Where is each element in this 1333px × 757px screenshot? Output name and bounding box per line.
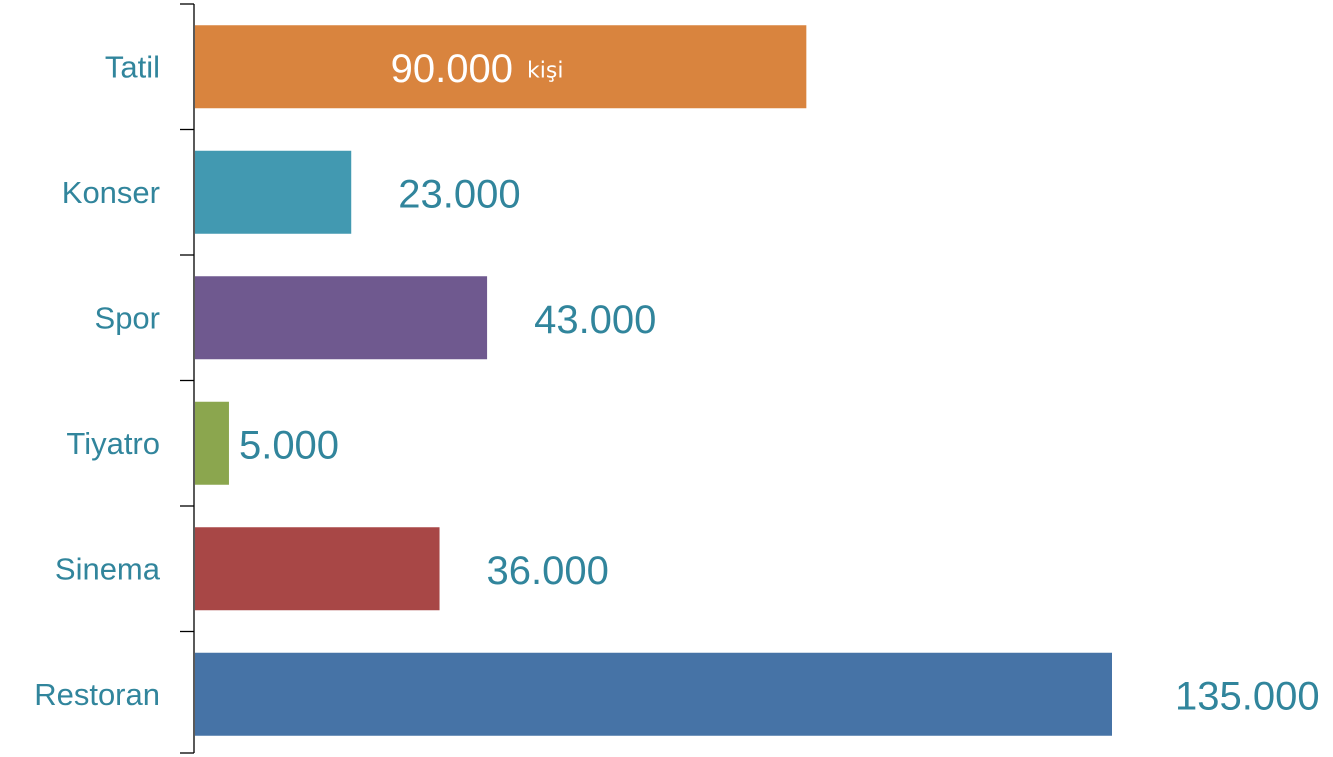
data-label-spor: 43.000 — [534, 298, 656, 342]
category-label-sinema: Sinema — [55, 551, 161, 586]
bar-sinema — [195, 527, 440, 611]
data-label-tiyatro: 5.000 — [239, 423, 339, 467]
bars-group — [195, 25, 1112, 736]
data-label-konser: 23.000 — [398, 172, 520, 216]
category-label-konser: Konser — [62, 175, 160, 210]
data-label-sinema: 36.000 — [487, 549, 609, 593]
bar-konser — [195, 150, 352, 234]
bar-tiyatro — [195, 401, 229, 485]
category-label-spor: Spor — [95, 300, 160, 335]
category-label-tatil: Tatil — [105, 49, 160, 84]
category-label-restoran: Restoran — [34, 677, 160, 712]
bar-restoran — [195, 652, 1112, 736]
unit-label: kişi — [527, 58, 563, 83]
bar-spor — [195, 276, 488, 360]
value-labels: 90.000 kişi 23.000 43.000 5.000 36.000 135.000 — [239, 47, 1320, 719]
data-label-restoran: 135.000 — [1175, 674, 1320, 718]
data-label-tatil: 90.000 — [391, 47, 513, 91]
y-axis-ticks — [180, 3, 194, 754]
bar-tatil — [195, 25, 807, 109]
category-label-tiyatro: Tiyatro — [66, 426, 160, 461]
category-labels: Tatil Konser Spor Tiyatro Sinema Restoran — [34, 49, 161, 712]
